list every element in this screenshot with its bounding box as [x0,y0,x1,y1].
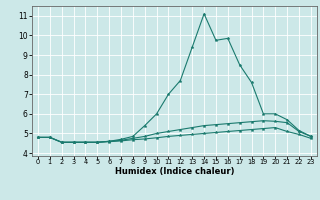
X-axis label: Humidex (Indice chaleur): Humidex (Indice chaleur) [115,167,234,176]
